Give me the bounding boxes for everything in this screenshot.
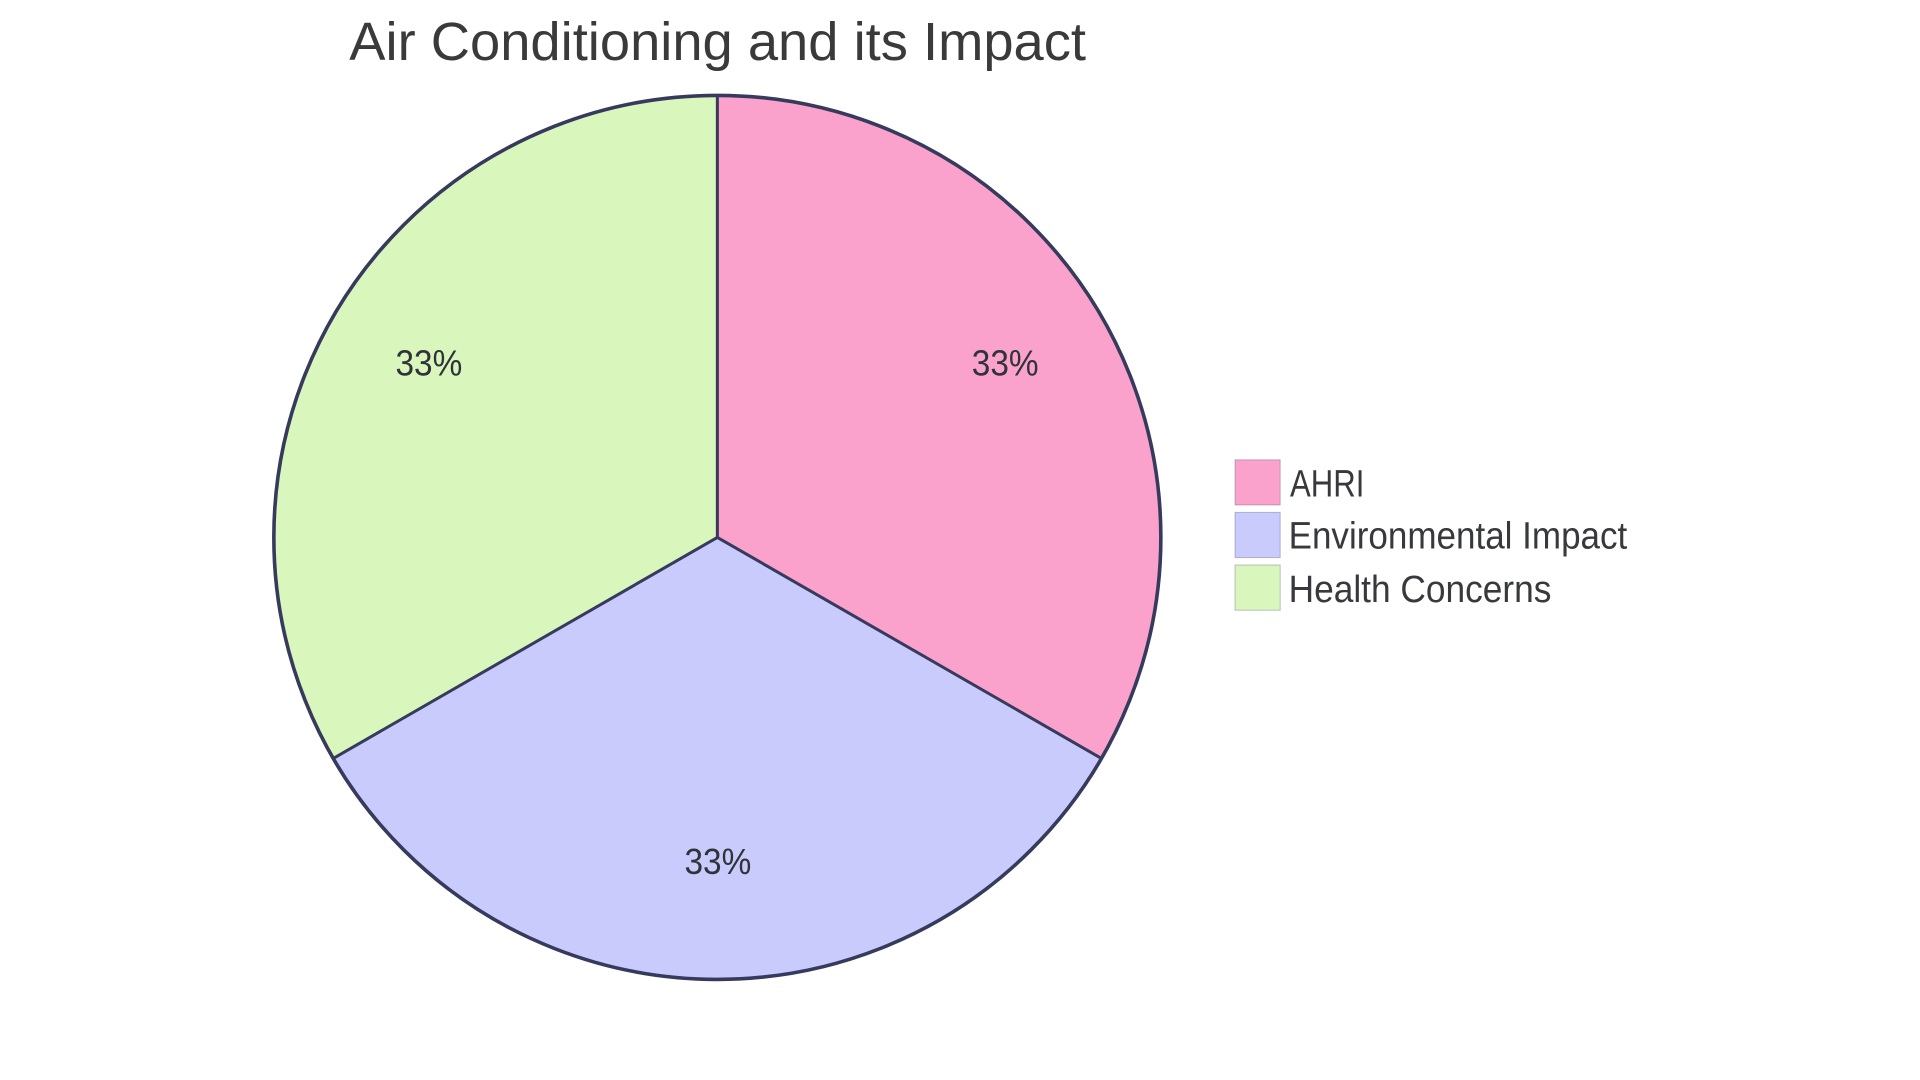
svg-text:AHRI: AHRI xyxy=(1290,463,1364,505)
svg-text:Air Conditioning and its Impac: Air Conditioning and its Impact xyxy=(349,12,1086,72)
svg-text:33%: 33% xyxy=(684,842,751,883)
svg-text:Health Concerns: Health Concerns xyxy=(1289,568,1552,610)
svg-text:33%: 33% xyxy=(972,343,1039,384)
svg-text:Environmental Impact: Environmental Impact xyxy=(1289,514,1628,557)
svg-text:33%: 33% xyxy=(395,343,462,384)
